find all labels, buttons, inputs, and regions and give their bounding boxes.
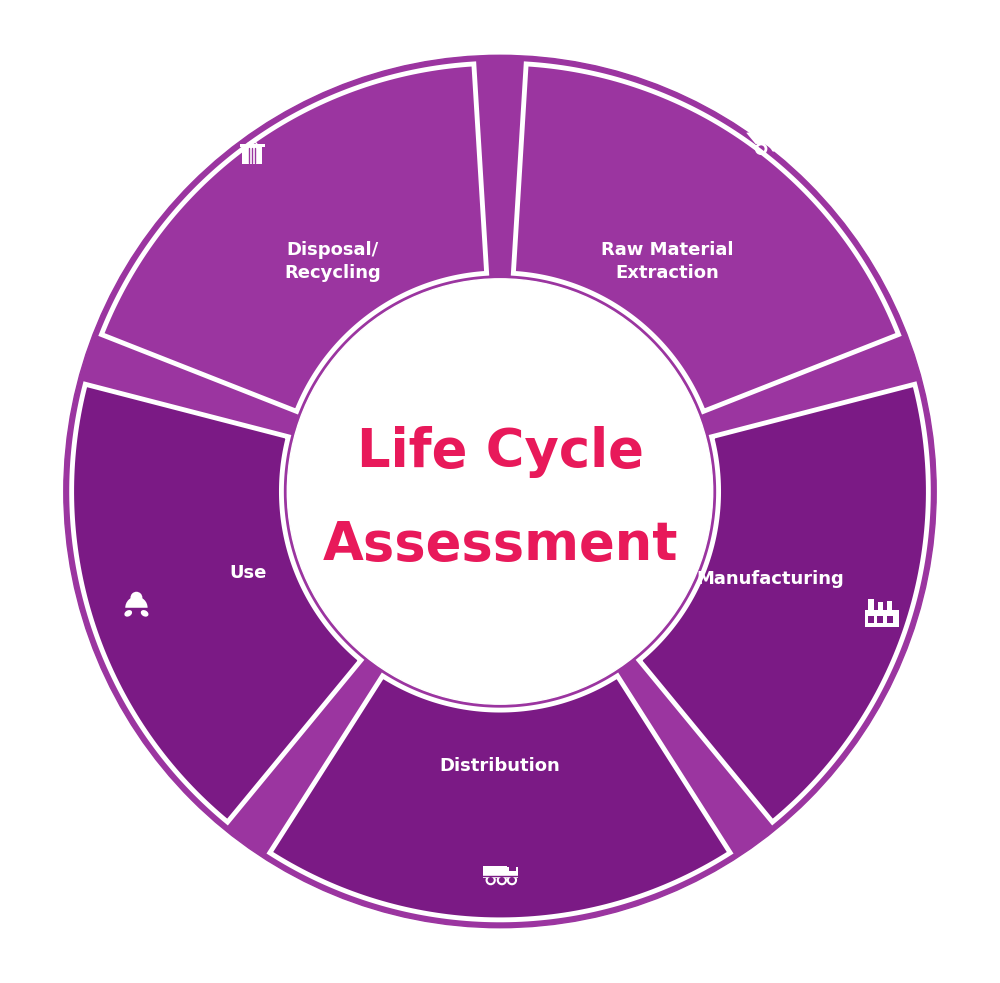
Polygon shape bbox=[639, 384, 928, 822]
Circle shape bbox=[498, 876, 506, 885]
Bar bbox=[878, 603, 883, 610]
Polygon shape bbox=[72, 384, 361, 822]
Bar bbox=[242, 146, 262, 164]
Ellipse shape bbox=[141, 610, 148, 616]
Text: Raw Material
Extraction: Raw Material Extraction bbox=[601, 242, 733, 281]
Text: Use: Use bbox=[230, 564, 267, 582]
Ellipse shape bbox=[124, 610, 132, 616]
Bar bbox=[877, 615, 883, 623]
Bar bbox=[483, 866, 507, 878]
Text: Distribution: Distribution bbox=[440, 757, 560, 775]
Bar bbox=[509, 866, 516, 871]
Text: Disposal/
Recycling: Disposal/ Recycling bbox=[285, 242, 381, 281]
Wedge shape bbox=[125, 597, 148, 607]
Circle shape bbox=[64, 55, 936, 928]
Circle shape bbox=[487, 876, 495, 885]
Polygon shape bbox=[746, 129, 772, 144]
Circle shape bbox=[287, 279, 713, 704]
Bar bbox=[887, 615, 893, 623]
Text: Manufacturing: Manufacturing bbox=[696, 570, 844, 589]
Bar bbox=[887, 601, 892, 610]
Bar bbox=[240, 145, 265, 147]
Polygon shape bbox=[513, 64, 899, 412]
Bar bbox=[868, 600, 874, 610]
Text: Life Cycle: Life Cycle bbox=[357, 427, 643, 479]
Circle shape bbox=[291, 283, 709, 700]
Polygon shape bbox=[101, 64, 487, 412]
Polygon shape bbox=[270, 676, 730, 920]
Circle shape bbox=[130, 592, 142, 604]
Bar bbox=[865, 610, 899, 627]
Bar bbox=[868, 615, 874, 623]
Circle shape bbox=[508, 876, 516, 885]
Text: Assessment: Assessment bbox=[322, 519, 678, 571]
Bar bbox=[507, 867, 518, 878]
